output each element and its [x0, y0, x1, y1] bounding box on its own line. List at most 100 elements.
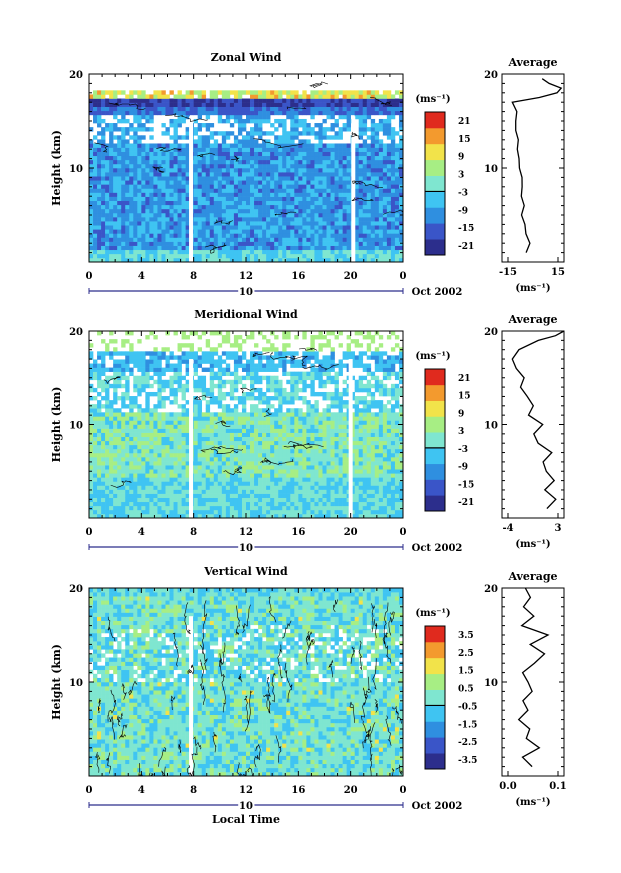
heatmap-cell	[113, 436, 118, 442]
heatmap-cell	[169, 221, 174, 226]
heatmap-cell	[113, 371, 118, 377]
heatmap-cell	[205, 200, 211, 206]
heatmap-cell	[225, 440, 231, 446]
heatmap-cell	[181, 118, 186, 124]
heatmap-cell	[141, 237, 146, 242]
heatmap-cell	[109, 428, 114, 433]
heatmap-cell	[129, 424, 134, 429]
heatmap-cell	[306, 245, 311, 251]
heatmap-cell	[233, 163, 239, 169]
heatmap-cell	[177, 184, 182, 189]
heatmap-cell	[246, 155, 251, 161]
heatmap-cell	[125, 465, 130, 470]
heatmap-cell	[149, 355, 154, 360]
heatmap-cell	[286, 147, 291, 152]
heatmap-cell	[89, 94, 94, 99]
heatmap-cell	[366, 253, 372, 259]
heatmap-cell	[133, 481, 138, 486]
heatmap-cell	[121, 172, 126, 177]
heatmap-cell	[97, 110, 102, 116]
heatmap-cell	[137, 155, 142, 161]
heatmap-cell	[161, 444, 166, 450]
heatmap-cell	[101, 469, 106, 474]
heatmap-cell	[197, 513, 203, 519]
heatmap-cell	[145, 457, 150, 462]
heatmap-cell	[229, 229, 235, 234]
heatmap-cell	[306, 184, 311, 189]
heatmap-cell	[326, 212, 331, 218]
heatmap-cell	[378, 245, 384, 251]
heatmap-cell	[101, 127, 106, 132]
heatmap-cell	[137, 375, 142, 381]
heatmap-cell	[270, 151, 275, 157]
heatmap-cell	[89, 147, 94, 152]
heatmap-cell	[258, 420, 263, 425]
heatmap-cell	[97, 375, 102, 381]
heatmap-cell	[197, 428, 203, 433]
heatmap-cell	[274, 485, 279, 490]
heatmap-cell	[326, 163, 331, 169]
heatmap-cell	[354, 90, 360, 95]
heatmap-cell	[161, 400, 166, 405]
heatmap-cell	[258, 257, 263, 263]
heatmap-cell	[241, 481, 247, 486]
heatmap-cell	[217, 412, 223, 417]
heatmap-cell	[246, 444, 251, 450]
heatmap-cell	[370, 241, 376, 246]
heatmap-cell	[382, 155, 388, 161]
heatmap-cell	[386, 143, 392, 148]
heatmap-cell	[149, 151, 154, 157]
heatmap-cell	[157, 98, 162, 103]
heatmap-cell	[129, 94, 134, 99]
heatmap-cell	[97, 379, 102, 385]
heatmap-cell	[153, 497, 158, 503]
heatmap-cell	[109, 481, 114, 486]
heatmap-cell	[338, 135, 343, 140]
heatmap-cell	[129, 420, 134, 425]
heatmap-cell	[294, 212, 299, 218]
x-tick-label: 8	[190, 271, 197, 282]
heatmap-cell	[93, 485, 98, 490]
heatmap-cell	[101, 416, 106, 421]
heatmap-cell	[157, 257, 162, 263]
heatmap-cell	[266, 359, 271, 364]
heatmap-cell	[274, 221, 279, 226]
heatmap-cell	[262, 237, 267, 242]
heatmap-cell	[314, 180, 319, 185]
heatmap-cell	[137, 257, 142, 263]
heatmap-cell	[101, 383, 106, 389]
heatmap-cell	[97, 139, 102, 144]
heatmap-cell	[390, 94, 396, 99]
heatmap-cell	[89, 432, 94, 437]
heatmap-cell	[254, 371, 259, 377]
heatmap-cell	[318, 212, 323, 218]
heatmap-cell	[374, 180, 380, 185]
heatmap-cell	[169, 481, 174, 486]
heatmap-cell	[241, 355, 247, 360]
heatmap-cell	[117, 452, 122, 458]
heatmap-cell	[310, 241, 315, 246]
heatmap-cell	[354, 155, 360, 161]
heatmap-cell	[370, 176, 376, 181]
heatmap-cell	[318, 237, 323, 242]
heatmap-cell	[326, 245, 331, 251]
heatmap-cell	[394, 159, 400, 165]
heatmap-cell	[149, 176, 154, 181]
heatmap-cell	[157, 448, 162, 454]
heatmap-cell	[290, 168, 295, 173]
heatmap-cell	[201, 367, 207, 372]
heatmap-cell	[290, 114, 295, 120]
heatmap-cell	[266, 408, 271, 413]
heatmap-cell	[165, 221, 170, 226]
heatmap-cell	[386, 241, 392, 246]
heatmap-cell	[105, 127, 110, 132]
heatmap-cell	[225, 371, 231, 377]
heatmap-cell	[141, 416, 146, 421]
heatmap-cell	[153, 155, 158, 161]
heatmap-cell	[101, 241, 106, 246]
heatmap-cell	[278, 233, 283, 238]
heatmap-cell	[157, 481, 162, 486]
heatmap-cell	[233, 253, 239, 259]
heatmap-cell	[306, 110, 311, 116]
heatmap-cell	[97, 477, 102, 482]
